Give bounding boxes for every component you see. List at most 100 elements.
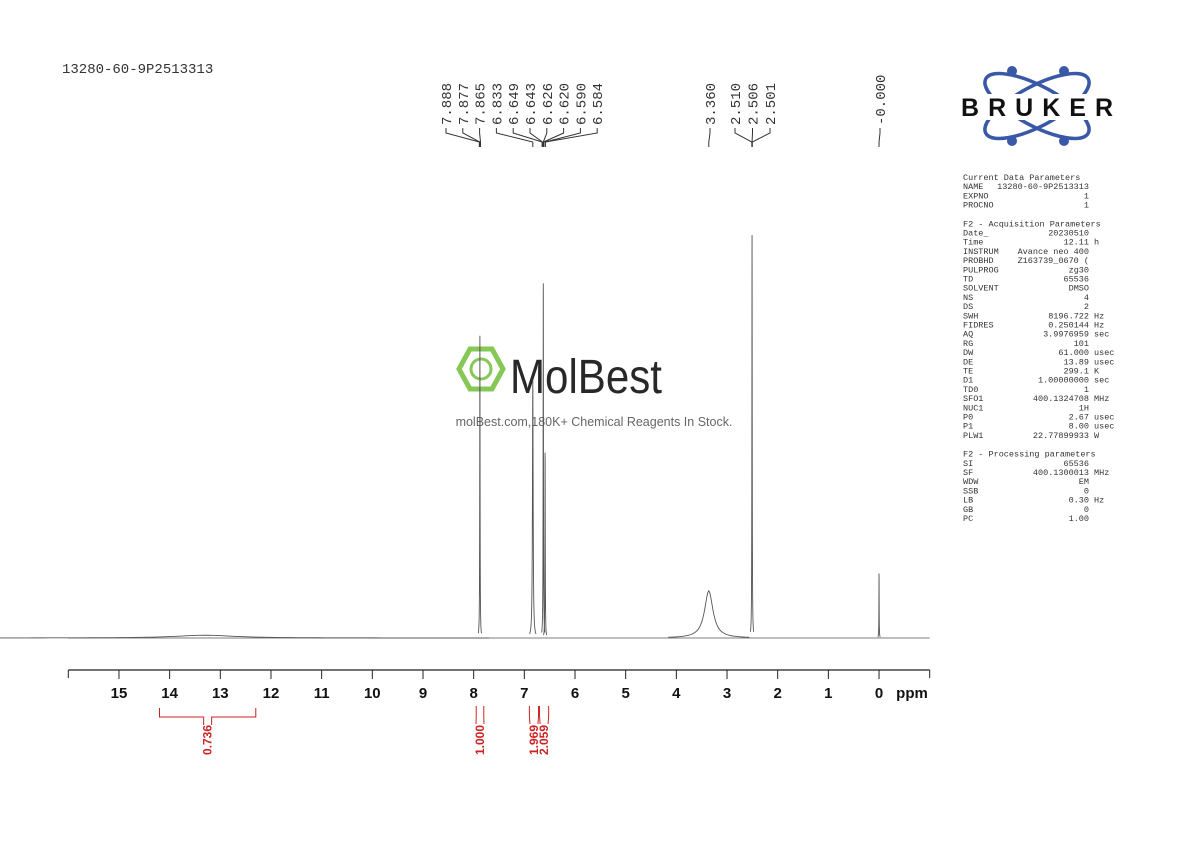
peak-label: 6.649 (507, 83, 523, 125)
x-tick-label: 2 (774, 685, 782, 702)
watermark-icon (456, 346, 506, 392)
param-value: 0 (1084, 505, 1089, 515)
x-tick-label: 10 (364, 685, 381, 702)
x-tick-label: 9 (419, 685, 427, 702)
peak-label: 3.360 (704, 83, 720, 125)
peak (668, 589, 750, 638)
param-value: 12.11 (1063, 238, 1089, 248)
param-value: 13.89 (1063, 357, 1089, 367)
param-unit: MHz (1094, 394, 1109, 404)
param-value: 13280-60-9P2513313 (997, 182, 1089, 192)
param-value: EM (1079, 477, 1089, 487)
peak-label: 2.501 (764, 83, 780, 125)
x-tick-label: 5 (622, 685, 630, 702)
param-name: SFO1 (963, 394, 983, 404)
param-value: 1.00 (1069, 514, 1089, 524)
integral-label: 1.969 (527, 725, 541, 755)
param-unit: usec (1094, 357, 1114, 367)
peak-label: 6.620 (558, 83, 574, 125)
watermark-tagline: molBest.com,180K+ Chemical Reagents In S… (456, 415, 733, 429)
param-value: 0.30 (1069, 496, 1089, 506)
param-value: 8.00 (1069, 422, 1089, 432)
param-unit: h (1094, 238, 1099, 248)
param-value: 20230510 (1048, 229, 1089, 239)
x-axis-label: ppm (896, 685, 928, 702)
param-unit: MHz (1094, 468, 1109, 478)
integral-bracket (159, 708, 257, 725)
param-section-title: F2 - Acquisition Parameters (963, 219, 1101, 229)
param-unit: W (1094, 431, 1100, 441)
param-value: 299.1 (1063, 367, 1089, 377)
param-value: 0.250144 (1048, 321, 1089, 331)
x-tick-label: 1 (824, 685, 832, 702)
x-tick-label: 12 (263, 685, 280, 702)
param-name: SF (963, 468, 973, 478)
x-tick-label: 6 (571, 685, 579, 702)
param-unit: usec (1094, 422, 1114, 432)
param-value: 2.67 (1069, 413, 1089, 423)
param-value: 1 (1084, 385, 1089, 395)
param-name: Date_ (963, 229, 989, 239)
integral-bracket (539, 706, 550, 725)
peak-connector (708, 128, 711, 147)
param-name: TD (963, 275, 973, 285)
param-value: 8196.722 (1048, 311, 1089, 321)
param-value: 1 (1084, 201, 1089, 211)
peak-connector (878, 128, 881, 147)
sample-title: 13280-60-9P2513313 (62, 62, 213, 78)
param-name: FIDRES (963, 321, 994, 331)
param-value: Avance neo 400 (1018, 247, 1089, 257)
x-tick-label: 3 (723, 685, 731, 702)
param-value: 4 (1084, 293, 1089, 303)
param-name: SI (963, 459, 973, 469)
peak-label: 2.506 (747, 83, 763, 125)
param-value: 3.9976959 (1043, 330, 1089, 340)
param-unit: Hz (1094, 311, 1104, 321)
param-name: Time (963, 238, 983, 248)
peak-label: 6.833 (490, 83, 506, 125)
param-name: NS (963, 293, 973, 303)
param-value: 400.1324708 (1033, 394, 1089, 404)
peak (543, 452, 548, 636)
param-name: NUC1 (963, 403, 983, 413)
param-value: 400.1300013 (1033, 468, 1089, 478)
peak-connector (751, 128, 771, 147)
param-value: zg30 (1069, 265, 1089, 275)
peak-label: 6.643 (524, 83, 540, 125)
param-name: PC (963, 514, 973, 524)
x-tick-label: 11 (314, 685, 330, 702)
x-tick-label: 7 (520, 685, 528, 702)
param-unit: sec (1094, 330, 1109, 340)
watermark: MolBest molBest.com,180K+ Chemical Reage… (456, 346, 733, 429)
peak-connector (479, 128, 482, 147)
peak-label: 6.590 (574, 83, 590, 125)
peak-label: -0.000 (874, 75, 890, 125)
param-name: TE (963, 367, 973, 377)
param-value: 0 (1084, 486, 1089, 496)
peak-label: 7.877 (457, 83, 473, 125)
param-name: P1 (963, 422, 973, 432)
peak-connector (445, 128, 480, 147)
watermark-icon (469, 357, 493, 381)
peak-label: 7.865 (474, 83, 490, 125)
param-value: 1.00000000 (1038, 376, 1089, 386)
integral-label: 1.000 (473, 725, 487, 755)
param-name: D1 (963, 376, 973, 386)
logo-dot (1007, 136, 1017, 146)
param-value: 1 (1084, 191, 1089, 201)
param-name: SSB (963, 486, 978, 496)
logo-dot (1059, 136, 1069, 146)
peak-label: 7.888 (440, 83, 456, 125)
peak (0, 634, 489, 639)
param-unit: K (1094, 367, 1100, 377)
integral-label: 0.736 (201, 725, 215, 755)
param-value: 1H (1079, 403, 1089, 413)
integral-bracket (528, 706, 540, 725)
peak-connector (529, 128, 543, 147)
param-unit: Hz (1094, 496, 1104, 506)
param-section-title: Current Data Parameters (963, 173, 1080, 183)
param-value: 65536 (1063, 275, 1089, 285)
param-name: DE (963, 357, 973, 367)
x-tick-label: 13 (212, 685, 229, 702)
